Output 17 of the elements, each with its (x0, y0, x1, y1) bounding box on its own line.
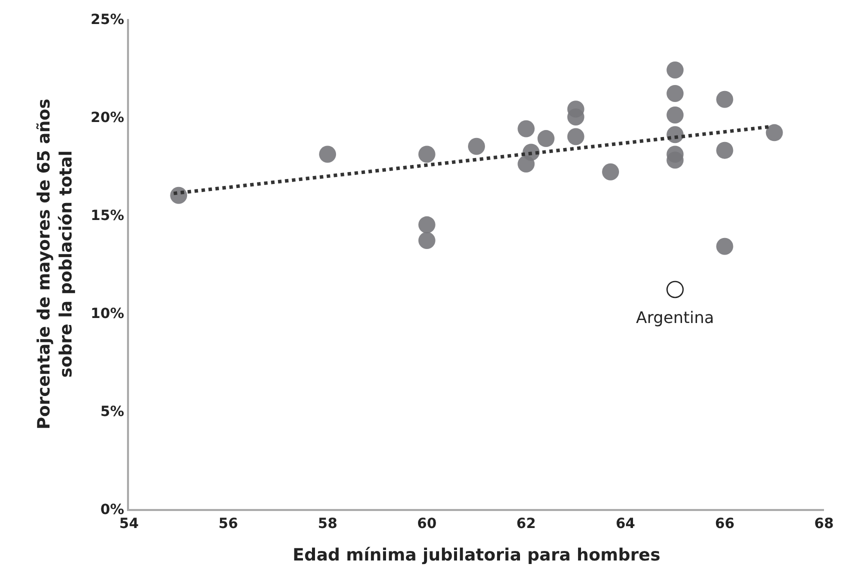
x-tick-label: 54 (119, 516, 139, 532)
y-tick-label: 5% (100, 404, 124, 420)
y-tick-label: 15% (90, 208, 124, 224)
x-tick-label: 68 (814, 516, 834, 532)
x-axis-title: Edad mínima jubilatoria para hombres (292, 546, 660, 566)
x-tick-label: 62 (516, 516, 536, 532)
x-tick-label: 64 (616, 516, 636, 532)
x-tick-label: 56 (218, 516, 238, 532)
y-axis-title: Porcentaje de mayores de 65 años sobre la población total (34, 98, 77, 430)
y-tick-label: 10% (90, 306, 124, 322)
y-tick-label: 0% (100, 502, 124, 518)
annotation: Argentina (636, 308, 714, 327)
x-tick-label: 66 (714, 516, 734, 532)
x-tick-label: 60 (417, 516, 437, 532)
y-tick-label: 20% (90, 110, 124, 126)
x-tick-label: 58 (318, 516, 338, 532)
y-tick-label: 25% (90, 12, 124, 28)
